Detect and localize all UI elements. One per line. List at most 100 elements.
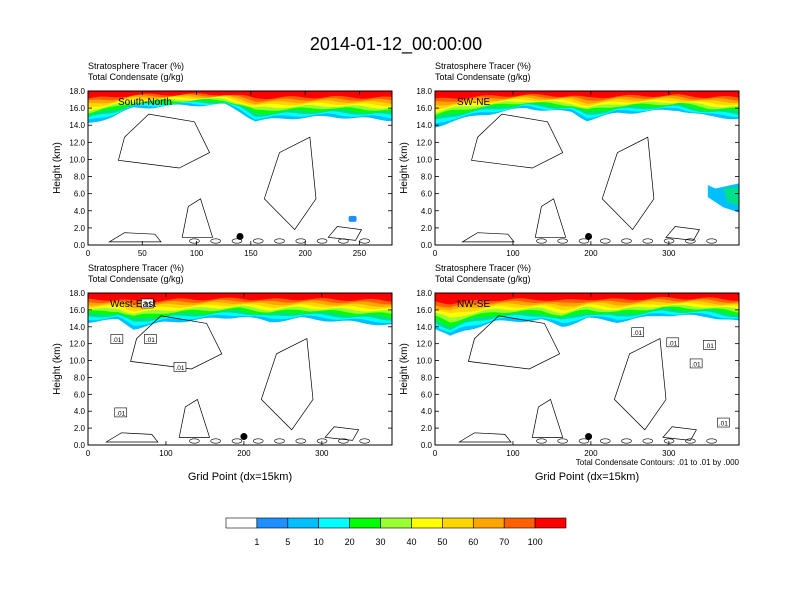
y-tick-label: 2.0 [74, 224, 86, 233]
contour-label: .01 [668, 340, 677, 347]
y-tick-label: 0.0 [74, 241, 86, 250]
condensate-contour [665, 226, 701, 241]
x-axis-label: Grid Point (dx=15km) [535, 471, 639, 483]
contour-label-box [631, 327, 644, 337]
low-cloud-contour [338, 238, 349, 244]
x-tick-label: 200 [584, 449, 598, 458]
colorbar-box [318, 517, 350, 529]
colorbar-label: 60 [468, 537, 478, 547]
panels: Stratosphere Tracer (%)Total Condensate … [52, 61, 740, 483]
condensate-contour [108, 232, 162, 243]
low-cloud-contour [685, 238, 696, 244]
condensate-contour [531, 398, 564, 438]
colorbar-box [349, 517, 381, 529]
panel-2: Stratosphere Tracer (%)Total Condensate … [399, 61, 740, 258]
condensate-contour [613, 338, 667, 431]
location-marker [585, 433, 593, 441]
colorbar-box [380, 517, 412, 529]
low-cloud-contour [536, 238, 547, 244]
contour-label-box [703, 340, 716, 350]
low-cloud-contour [621, 238, 632, 244]
tracer-band-1 [435, 293, 739, 305]
y-tick-label: 18.0 [416, 87, 432, 96]
y-tick-label: 2.0 [421, 224, 433, 233]
condensate-contour [117, 113, 211, 169]
condensate-contour [467, 315, 561, 370]
plot-area [435, 91, 739, 245]
y-tick-label: 14.0 [416, 323, 432, 332]
plot-area: .01 .01 .01 .01 .01 [435, 293, 739, 445]
plot-frame [87, 90, 393, 246]
low-cloud-contour [338, 438, 349, 444]
contour-label: .01 [175, 365, 184, 372]
contour-label: .01 [692, 361, 701, 368]
colorbar-box [287, 517, 320, 529]
condensate-contour [130, 315, 223, 370]
colorbar-label: 40 [406, 537, 416, 547]
x-tick-label: 0 [433, 249, 438, 258]
colorbar-box [442, 517, 474, 529]
condensate-contour [178, 398, 211, 438]
y-tick-label: 4.0 [421, 207, 433, 216]
contour-label: .01 [633, 330, 642, 337]
low-cloud-contour [210, 438, 221, 444]
colorbar-box [225, 517, 258, 529]
colorbar-label: 30 [376, 537, 386, 547]
condensate-contour [461, 232, 515, 243]
condensate-contour [601, 136, 655, 231]
y-tick-label: 8.0 [74, 173, 86, 182]
location-marker [585, 232, 593, 240]
colorbar: 1 5 10 20 30 40 50 60 70 100 [225, 517, 567, 547]
contour-label-box [110, 334, 124, 344]
colorbar-box [503, 517, 536, 529]
low-cloud-contour [706, 238, 717, 244]
y-tick-label: 8.0 [74, 373, 86, 382]
x-tick-label: 300 [662, 249, 676, 258]
y-tick-label: 8.0 [421, 173, 433, 182]
colorbar-box [256, 517, 289, 529]
y-tick-label: 18.0 [416, 289, 432, 298]
low-cloud-contour [557, 438, 568, 444]
low-cloud-contour [252, 238, 264, 244]
y-tick-label: 18.0 [69, 87, 85, 96]
x-tick-label: 100 [506, 249, 520, 258]
low-cloud-contour [295, 438, 307, 444]
condensate-contour [181, 198, 214, 238]
low-cloud-contour [578, 438, 590, 444]
y-tick-label: 16.0 [69, 306, 85, 315]
x-tick-label: 0 [86, 249, 91, 258]
colorbar-label: 70 [499, 537, 509, 547]
y-axis-label: Height (km) [52, 343, 63, 395]
panel-label: SW-NE [457, 97, 490, 108]
colorbar-label: 50 [437, 537, 447, 547]
y-tick-label: 4.0 [421, 407, 433, 416]
y-tick-label: 0.0 [421, 241, 433, 250]
y-axis-label: Height (km) [399, 142, 410, 194]
tracer-band-1 [88, 91, 392, 100]
location-marker [236, 232, 244, 240]
low-cloud-contour [274, 438, 285, 444]
colorbar-label: 100 [528, 537, 543, 547]
panel-title-line2: Total Condensate (g/kg) [88, 72, 184, 82]
y-tick-label: 10.0 [69, 155, 85, 164]
colorbar-label: 5 [285, 537, 290, 547]
panel-label: West-East [110, 299, 156, 310]
contour-label: .01 [146, 337, 155, 344]
panel-title-line2: Total Condensate (g/kg) [435, 72, 531, 82]
low-cloud-contour [536, 438, 547, 444]
condensate-contour [534, 198, 567, 238]
colorbar-label: 10 [314, 537, 324, 547]
low-cloud-contour [642, 238, 654, 244]
panel-label: South-North [118, 97, 172, 108]
contour-footnote: Total Condensate Contours: .01 to .01 by… [576, 458, 740, 467]
y-tick-label: 6.0 [74, 390, 86, 399]
condensate-contour [471, 113, 564, 169]
y-tick-label: 2.0 [421, 424, 433, 433]
x-tick-label: 300 [315, 449, 329, 458]
x-tick-label: 100 [159, 449, 173, 458]
x-tick-label: 300 [662, 449, 676, 458]
x-tick-label: 200 [298, 249, 312, 258]
y-tick-label: 14.0 [69, 323, 85, 332]
contour-label-box [689, 358, 703, 369]
plot-area: .01 .01 .01 .01 .01 [88, 293, 392, 445]
